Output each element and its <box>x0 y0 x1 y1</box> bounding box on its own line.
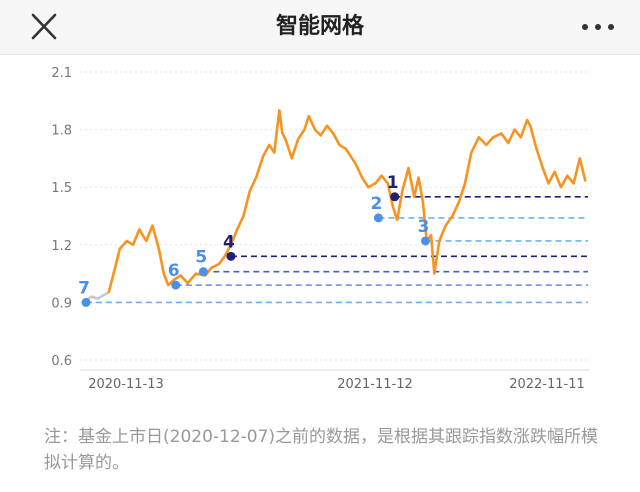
y-tick-label: 2.1 <box>51 66 72 81</box>
y-tick-label: 0.9 <box>51 296 72 311</box>
simulated-price-line <box>85 291 110 302</box>
grid-level-label: 1 <box>387 173 399 193</box>
y-tick-label: 1.8 <box>51 124 72 139</box>
more-dots-icon <box>582 24 614 30</box>
grid-level-label: 6 <box>168 261 180 281</box>
grid-level-marker <box>390 192 400 202</box>
price-chart: 2.1 1.8 1.5 1.2 0.9 0.6 2020-11-13 2021-11-12 20… <box>51 66 590 392</box>
grid-level-marker <box>373 213 383 223</box>
grid-level-marker <box>171 280 181 290</box>
price-line <box>107 109 587 294</box>
grid-level-marker <box>198 267 208 277</box>
grid-level-marker <box>81 297 91 307</box>
x-tick-label: 2022-11-11 <box>509 377 585 392</box>
y-tick-label: 1.5 <box>51 181 72 196</box>
more-button[interactable] <box>576 10 620 44</box>
x-tick-label: 2021-11-12 <box>337 377 413 392</box>
grid-level-marker <box>226 251 236 261</box>
close-icon <box>31 13 57 40</box>
header-bar: 智能网格 <box>0 0 640 55</box>
grid-level-label: 2 <box>370 194 382 214</box>
y-tick-label: 1.2 <box>51 239 72 254</box>
close-button[interactable] <box>24 8 64 46</box>
y-tick-label: 0.6 <box>51 354 72 369</box>
grid-level-marker <box>420 236 430 246</box>
grid-level-label: 7 <box>78 278 90 298</box>
grid-level-label: 3 <box>418 217 430 237</box>
page-title: 智能网格 <box>275 14 364 39</box>
footnote: 注：基金上市日(2020-12-07)之前的数据，是根据其跟踪指数涨跌幅所模拟计… <box>44 427 599 473</box>
grid-level-label: 5 <box>195 248 207 268</box>
x-tick-label: 2020-11-13 <box>88 377 164 392</box>
grid-level-label: 4 <box>223 232 235 252</box>
